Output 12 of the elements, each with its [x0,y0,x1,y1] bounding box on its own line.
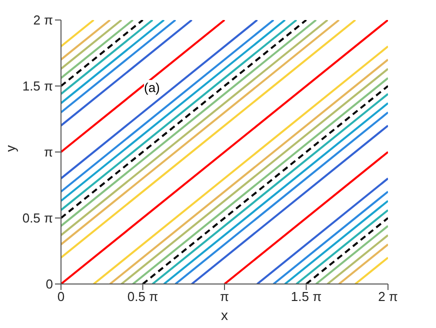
x-tick-label: 0.5 π [127,289,158,304]
x-tick-label: π [220,289,230,304]
y-tick-label: 2 π [33,12,54,28]
y-tick-label: 1.5 π [22,78,54,94]
y-tick-label: 0 [46,276,53,292]
x-tick-label: 1.5 π [290,289,322,304]
x-tick-label: 2 π [378,289,398,304]
y-tick-label: π [44,144,54,160]
x-axis-title: x [221,307,228,323]
x-tick-label: 0 [57,289,65,304]
y-tick-label: 0.5 π [22,210,54,226]
annotation: (a) [144,80,160,95]
